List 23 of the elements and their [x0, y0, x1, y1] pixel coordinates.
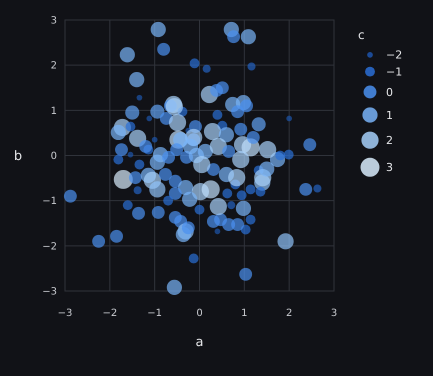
x-tick-label: −3	[58, 308, 72, 319]
legend-label: 1	[386, 108, 393, 122]
y-tick-label: −3	[42, 286, 57, 298]
legend-label: −1	[386, 65, 402, 78]
legend-label: 2	[386, 134, 393, 148]
x-tick-label: 2	[286, 308, 292, 319]
legend-label: 3	[386, 161, 393, 174]
x-tick-label: −1	[147, 308, 162, 319]
x-tick-label: 0	[196, 308, 203, 319]
y-tick-label: −1	[42, 196, 57, 208]
legend-label: −2	[386, 48, 402, 62]
legend-label: 0	[386, 86, 393, 99]
y-tick-label: −2	[42, 241, 57, 252]
legend-title: c	[358, 28, 365, 42]
y-tick-label: 0	[50, 151, 57, 162]
y-tick-label: 3	[50, 16, 57, 26]
x-tick-label: 3	[330, 308, 338, 319]
y-axis-title: b	[14, 149, 22, 164]
x-tick-label: 1	[241, 308, 248, 319]
y-tick-label: 1	[50, 106, 57, 117]
y-tick-label: 2	[50, 60, 57, 72]
x-tick-label: −2	[102, 308, 118, 319]
x-axis-title: a	[196, 335, 204, 350]
